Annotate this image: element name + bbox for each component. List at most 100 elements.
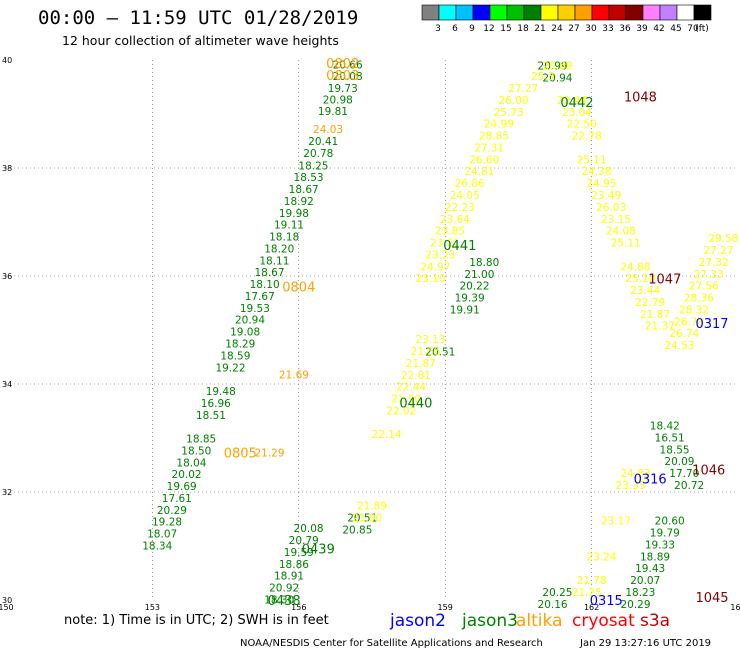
wave-height-value: 18.11 xyxy=(259,255,289,267)
wave-height-value: 23.24 xyxy=(586,551,616,563)
y-tick-label: 32 xyxy=(2,488,12,497)
wave-height-value: 17.61 xyxy=(162,493,192,505)
wave-height-value: 18.91 xyxy=(274,571,304,583)
wave-height-value: 18.20 xyxy=(264,243,294,255)
wave-height-value: 24.81 xyxy=(464,166,494,178)
wave-height-value: 24.08 xyxy=(606,226,636,238)
colorbar-label: 45 xyxy=(670,24,681,34)
wave-height-value: 20.66 xyxy=(333,59,363,71)
wave-height-value: 20.51 xyxy=(425,347,455,359)
wave-height-value: 28.85 xyxy=(479,131,509,143)
wave-height-value: 19.73 xyxy=(328,83,358,95)
x-tick-label: 165 xyxy=(730,603,740,612)
time-label: 0317 xyxy=(695,317,728,332)
wave-height-value: 20.16 xyxy=(538,599,568,611)
wave-height-value: 20.07 xyxy=(630,575,660,587)
wave-height-value: 26.03 xyxy=(596,202,626,214)
colorbar-swatch xyxy=(608,4,627,21)
wave-height-value: 21.69 xyxy=(279,369,309,381)
wave-height-value: 20.02 xyxy=(172,469,202,481)
y-tick-label: 30 xyxy=(2,596,12,605)
footer-credit: NOAA/NESDIS Center for Satellite Applica… xyxy=(240,638,543,649)
wave-height-value: 18.51 xyxy=(196,410,226,422)
colorbar-swatch xyxy=(642,4,661,21)
wave-height-value: 20.98 xyxy=(323,94,353,106)
wave-height-value: 17.70 xyxy=(669,468,699,480)
wave-height-value: 23.21 xyxy=(430,238,460,250)
wave-height-value: 18.34 xyxy=(142,540,172,552)
wave-height-value: 18.29 xyxy=(225,339,255,351)
colorbar-label: 12 xyxy=(483,24,494,34)
wave-height-value: 28.36 xyxy=(684,293,714,305)
wave-height-value: 24.05 xyxy=(450,190,480,202)
wave-height-value: 21.87 xyxy=(406,358,436,370)
time-label: 1048 xyxy=(624,91,657,106)
wave-height-value: 27.31 xyxy=(474,142,504,154)
wave-height-value: 21.87 xyxy=(640,309,670,321)
time-label: 1046 xyxy=(692,463,725,478)
wave-height-value: 26.00 xyxy=(498,95,528,107)
y-tick-label: 34 xyxy=(2,380,12,389)
wave-height-value: 20.25 xyxy=(542,587,572,599)
colorbar-label: 33 xyxy=(602,24,613,34)
colorbar-label: 6 xyxy=(452,24,458,34)
wave-height-value: 19.69 xyxy=(167,481,197,493)
wave-height-value: 23.35 xyxy=(616,480,646,492)
colorbar-swatch xyxy=(421,4,440,21)
wave-height-value: 20.78 xyxy=(303,148,333,160)
colorbar-label: 15 xyxy=(500,24,511,34)
wave-height-value: 19.91 xyxy=(450,304,480,316)
wave-height-value: 22.79 xyxy=(635,297,665,309)
time-label: 0439 xyxy=(302,543,335,558)
time-label: 0316 xyxy=(634,473,667,488)
time-label: 0442 xyxy=(560,96,593,111)
colorbar-label: 42 xyxy=(653,24,664,34)
wave-height-value: 26.60 xyxy=(469,154,499,166)
wave-height-value: 19.59 xyxy=(284,547,314,559)
wave-height-value: 24.03 xyxy=(313,124,343,136)
wave-height-value: 18.86 xyxy=(279,559,309,571)
wave-height-value: 22.44 xyxy=(557,95,587,107)
wave-height-value: 23.10 xyxy=(416,273,446,285)
wave-height-value: 23.85 xyxy=(435,226,465,238)
colorbar-label: 36 xyxy=(619,24,631,34)
wave-height-value: 27.33 xyxy=(694,269,724,281)
wave-height-value: 19.22 xyxy=(215,362,245,374)
wave-height-value: 20.08 xyxy=(294,523,324,535)
wave-height-value: 23.23 xyxy=(425,249,455,261)
wave-height-value: 18.10 xyxy=(250,279,280,291)
wave-height-value: 24.53 xyxy=(664,340,694,352)
x-tick-label: 150 xyxy=(0,603,14,612)
wave-height-value: 18.50 xyxy=(181,445,211,457)
wave-height-value: 20.60 xyxy=(655,516,685,528)
x-tick-label: 159 xyxy=(438,603,453,612)
time-label: 0438 xyxy=(268,594,301,609)
wave-height-value: 20.29 xyxy=(620,599,650,611)
colorbar-swatch xyxy=(557,4,576,21)
time-label: 0804 xyxy=(282,280,315,295)
wave-height-value: 24.38 xyxy=(581,166,611,178)
legend-item: s3a xyxy=(640,611,670,631)
time-label: 0441 xyxy=(443,239,476,254)
wave-height-value: 23.17 xyxy=(601,516,631,528)
colorbar-swatch xyxy=(438,4,457,21)
wave-height-value: 18.59 xyxy=(220,350,250,362)
wave-height-value: 24.99 xyxy=(484,119,514,131)
colorbar-swatch xyxy=(574,4,593,21)
x-tick-label: 156 xyxy=(291,603,306,612)
wave-height-value: 24.97 xyxy=(420,261,450,273)
wave-height-value: 20.09 xyxy=(664,456,694,468)
wave-height-value: 20.08 xyxy=(333,71,363,83)
wave-height-value: 21.78 xyxy=(577,575,607,587)
wave-height-value: 27.32 xyxy=(699,257,729,269)
colorbar-label: (ft) xyxy=(695,24,709,34)
colorbar-swatch xyxy=(455,4,474,21)
wave-height-value: 18.25 xyxy=(298,160,328,172)
wave-height-value: 19.33 xyxy=(645,539,675,551)
chart-title: 00:00 – 11:59 UTC 01/28/2019 xyxy=(38,7,358,29)
wave-height-value: 18.67 xyxy=(254,267,284,279)
wave-height-value: 20.51 xyxy=(347,512,377,524)
colorbar-label: 27 xyxy=(568,24,579,34)
wave-height-value: 17.67 xyxy=(245,291,275,303)
